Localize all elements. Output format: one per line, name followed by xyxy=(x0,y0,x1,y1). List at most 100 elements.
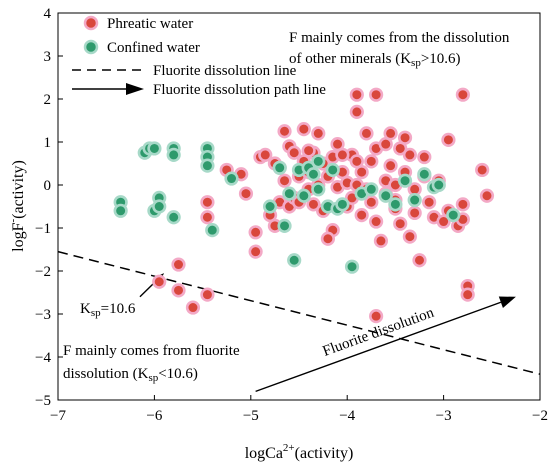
confined-point xyxy=(417,167,432,182)
y-tick-label: −5 xyxy=(35,393,51,409)
confined-point xyxy=(335,197,350,212)
confined-point xyxy=(166,147,181,162)
confined-point xyxy=(224,171,239,186)
y-tick-label: 3 xyxy=(44,49,52,65)
confined-point xyxy=(277,218,292,233)
phreatic-point xyxy=(287,145,302,160)
phreatic-point xyxy=(402,147,417,162)
phreatic-point xyxy=(378,137,393,152)
confined-point xyxy=(407,192,422,208)
phreatic-point xyxy=(407,205,422,221)
confined-point xyxy=(397,173,413,188)
phreatic-point xyxy=(460,287,475,302)
legend-marker-phreatic xyxy=(83,15,99,31)
confined-point xyxy=(378,188,393,203)
phreatic-point xyxy=(200,210,215,225)
confined-point xyxy=(200,158,215,173)
y-tick-label: 1 xyxy=(44,135,52,151)
phreatic-point xyxy=(455,197,470,212)
annotation-lower-line2: dissolution (Ksp<10.6) xyxy=(63,366,198,384)
confined-point xyxy=(152,199,167,214)
x-tick-label: −4 xyxy=(339,408,355,424)
phreatic-point xyxy=(475,162,490,178)
phreatic-point xyxy=(349,104,364,119)
phreatic-point xyxy=(393,216,408,231)
legend: Phreatic water Confined water Fluorite d… xyxy=(72,15,326,98)
annotation-lower-line1: F mainly comes from fluorite xyxy=(63,343,240,359)
y-tick-label: −3 xyxy=(35,307,51,323)
confined-point xyxy=(311,182,326,197)
legend-marker-confined xyxy=(83,39,99,55)
phreatic-point xyxy=(171,283,186,298)
legend-label-phreatic: Phreatic water xyxy=(107,16,193,32)
phreatic-point xyxy=(311,126,326,141)
phreatic-point xyxy=(296,122,311,137)
phreatic-point xyxy=(479,188,495,203)
phreatic-point xyxy=(320,231,336,246)
confined-point xyxy=(344,259,360,274)
x-tick-label: −7 xyxy=(50,408,66,424)
phreatic-point xyxy=(306,197,321,212)
phreatic-point xyxy=(200,195,215,210)
annotation-upper-line1: F mainly comes from the dissolution xyxy=(289,30,510,46)
x-axis-title: logCa2+(activity) xyxy=(245,442,354,462)
confined-point xyxy=(147,141,162,156)
confined-point xyxy=(311,154,326,169)
phreatic-point xyxy=(152,274,167,289)
phreatic-point xyxy=(364,195,379,210)
ksp-label: Ksp=10.6 xyxy=(80,301,136,319)
plot-frame xyxy=(57,12,541,401)
phreatic-point xyxy=(354,208,369,223)
phreatic-point xyxy=(402,229,417,244)
y-tick-label: 4 xyxy=(44,6,52,22)
phreatic-point xyxy=(417,149,432,165)
x-tick-label: −2 xyxy=(532,408,548,424)
phreatic-point xyxy=(200,287,215,302)
phreatic-point xyxy=(277,173,292,188)
phreatic-point xyxy=(277,124,292,139)
legend-label-dissolution-line: Fluorite dissolution line xyxy=(153,63,297,79)
y-tick-label: −1 xyxy=(35,221,51,237)
legend-label-path-line: Fluorite dissolution path line xyxy=(153,82,326,98)
phreatic-point xyxy=(301,143,316,158)
phreatic-point xyxy=(373,233,389,248)
phreatic-point xyxy=(412,253,427,268)
y-tick-label: 0 xyxy=(44,178,52,194)
annotation-upper-line2: of other minerals (Ksp>10.6) xyxy=(289,51,461,69)
confined-point xyxy=(364,182,379,197)
phreatic-point xyxy=(248,244,263,259)
confined-point xyxy=(166,210,181,225)
phreatic-point xyxy=(369,214,384,229)
phreatic-point xyxy=(383,158,398,173)
phreatic-point xyxy=(441,132,456,147)
legend-label-confined: Confined water xyxy=(107,40,200,56)
confined-point xyxy=(287,253,302,268)
phreatic-point xyxy=(455,87,470,102)
confined-point xyxy=(431,177,446,193)
phreatic-point xyxy=(369,87,384,102)
fluorite-dissolution-path-arrow-shaft xyxy=(255,301,502,393)
confined-point xyxy=(296,188,311,203)
axes: −7 −6 −5 −4 −3 −2 −5 −4 −3 −2 −1 0 1 2 3 4 xyxy=(35,6,548,424)
phreatic-point xyxy=(258,147,273,162)
fluorite-dissolution-line xyxy=(57,250,541,375)
confined-point xyxy=(388,197,403,212)
confined-point xyxy=(113,203,128,218)
phreatic-point xyxy=(364,154,379,169)
phreatic-point xyxy=(185,300,201,315)
fluorite-dissolution-path-arrow-head xyxy=(498,296,516,308)
confined-point xyxy=(272,160,287,175)
y-tick-label: −2 xyxy=(35,264,51,280)
x-tick-label: −6 xyxy=(146,408,162,424)
confined-point xyxy=(205,223,220,238)
phreatic-point xyxy=(422,195,437,210)
phreatic-point xyxy=(335,147,350,162)
phreatic-point xyxy=(359,126,374,141)
phreatic-point xyxy=(171,257,186,272)
confined-point xyxy=(282,186,297,201)
confined-point xyxy=(262,199,278,214)
confined-point xyxy=(325,162,340,178)
phreatic-point xyxy=(248,225,263,240)
y-tick-label: −4 xyxy=(35,350,51,366)
